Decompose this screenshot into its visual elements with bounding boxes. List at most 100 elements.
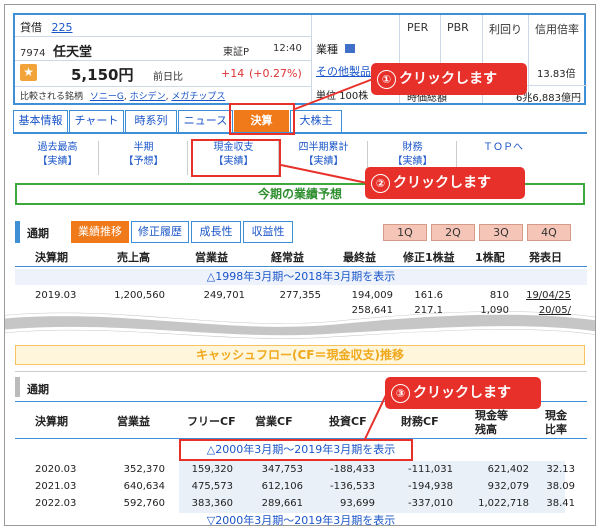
subtab-half-year[interactable]: 半期 【予想】 bbox=[100, 141, 188, 175]
tab-shareholders[interactable]: 大株主 bbox=[290, 110, 342, 132]
callout-3-text: クリックします bbox=[413, 385, 511, 401]
cf-row2-op: 640,634 bbox=[123, 481, 165, 492]
subtab-financial[interactable]: 財務 【実績】 bbox=[369, 141, 457, 175]
section2-marker bbox=[15, 377, 20, 397]
per-label: PER bbox=[407, 21, 429, 34]
cell-date[interactable]: 19/04/25 bbox=[526, 290, 571, 301]
per-col: PER bbox=[401, 15, 441, 103]
btn-revision[interactable]: 修正履歴 bbox=[131, 221, 189, 243]
cf-row1-op: 352,370 bbox=[123, 464, 165, 475]
cf-col-icf: 投資CF bbox=[329, 415, 367, 428]
cf-col-cash-2: 残高 bbox=[475, 423, 497, 436]
col-date: 発表日 bbox=[529, 251, 562, 264]
screenshot-frame: 貸借 225 7974 任天堂 東証P 12:40 ★ 5,150円 前日比 +… bbox=[4, 4, 596, 526]
subtab-quarterly[interactable]: 四半期累計 【実績】 bbox=[280, 141, 368, 175]
btn-3q[interactable]: 3Q bbox=[479, 224, 523, 241]
show-range-link[interactable]: △1998年3月期～2018年3月期を表示 bbox=[15, 269, 587, 285]
btn-growth[interactable]: 成長性 bbox=[191, 221, 241, 243]
tab-timeseries[interactable]: 時系列 bbox=[125, 110, 177, 132]
cf-row2-fcf: 475,573 bbox=[191, 481, 233, 492]
cf-show-range-bottom-link[interactable]: ▽2000年3月期～2019年3月期を表示 bbox=[15, 513, 587, 525]
cf-row2-cash: 932,079 bbox=[487, 481, 529, 492]
cf-row2-icf: -136,533 bbox=[330, 481, 375, 492]
btn-performance[interactable]: 業績推移 bbox=[71, 221, 129, 243]
tab-underline bbox=[13, 132, 587, 134]
tab-basic-info[interactable]: 基本情報 bbox=[13, 110, 68, 132]
compare-link-3[interactable]: メガチップス bbox=[171, 92, 226, 102]
cf-row3-ocf: 289,661 bbox=[261, 498, 303, 509]
callout-2-text: クリックします bbox=[393, 175, 491, 191]
quote-time: 12:40 bbox=[273, 43, 302, 54]
compare-link-2[interactable]: ホシデン bbox=[129, 92, 166, 102]
stock-price: 5,150円 bbox=[71, 66, 134, 84]
compare-row: 比較される銘柄 ソニーG, ホシデン, メガチップス bbox=[20, 92, 226, 102]
market-label: 東証P bbox=[223, 47, 250, 58]
col-div: 1株配 bbox=[475, 251, 505, 264]
cf-row3-period: 2022.03 bbox=[35, 498, 77, 509]
btn-2q[interactable]: 2Q bbox=[431, 224, 475, 241]
callout-1: ① クリックします bbox=[371, 63, 527, 95]
industry-label: 業種 bbox=[316, 41, 355, 57]
star-icon[interactable]: ★ bbox=[20, 64, 37, 81]
highlight-cashflow-subtab bbox=[191, 139, 281, 177]
cell-date-2[interactable]: 20/05/ bbox=[538, 305, 571, 316]
cf-row3-icf: 93,699 bbox=[340, 498, 375, 509]
compare-link-1[interactable]: ソニーG bbox=[89, 92, 124, 102]
col-ord: 経常益 bbox=[271, 251, 304, 264]
industry-link[interactable]: その他製品 bbox=[316, 65, 371, 78]
cf-col-ratio-2: 比率 bbox=[545, 423, 567, 436]
credit-row: 貸借 225 bbox=[15, 15, 311, 37]
cf-row1-fcf: 159,320 bbox=[191, 464, 233, 475]
callout-2-num: ② bbox=[371, 173, 390, 193]
name-row: 7974 任天堂 東証P 12:40 bbox=[15, 37, 311, 61]
cf-show-range-link[interactable]: △2000年3月期～2019年3月期を表示 bbox=[15, 442, 587, 458]
btn-4q[interactable]: 4Q bbox=[527, 224, 571, 241]
cf-row2-ocf: 612,106 bbox=[261, 481, 303, 492]
credit-label: 貸借 bbox=[20, 21, 42, 34]
cf-row3-cash: 1,022,718 bbox=[478, 498, 529, 509]
prev-day-label: 前日比 bbox=[153, 72, 183, 83]
cf-top-line bbox=[15, 401, 587, 402]
col-eps: 修正1株益 bbox=[403, 251, 455, 264]
callout-3-num: ③ bbox=[391, 383, 410, 403]
subtab-record-high[interactable]: 過去最高 【実績】 bbox=[17, 141, 99, 175]
col-period: 決算期 bbox=[35, 251, 68, 264]
cf-row1-cash: 621,402 bbox=[487, 464, 529, 475]
cf-header-line bbox=[15, 438, 587, 439]
mcap-value: 6兆6,883億円 bbox=[516, 93, 581, 104]
forecast-title: 今期の業績予想 bbox=[15, 183, 585, 205]
industry-icon bbox=[344, 44, 355, 53]
section-marker bbox=[15, 221, 20, 243]
cf-row3-fin: -337,010 bbox=[408, 498, 453, 509]
tab-earnings[interactable]: 決算 bbox=[234, 110, 289, 132]
btn-1q[interactable]: 1Q bbox=[383, 224, 427, 241]
cf-row3-op: 592,760 bbox=[123, 498, 165, 509]
pbr-label: PBR bbox=[447, 21, 469, 34]
margin-label: 信用倍率 bbox=[535, 23, 579, 36]
section1-label: 通期 bbox=[27, 227, 49, 240]
cf-col-fcf: フリーCF bbox=[187, 415, 236, 428]
margin-value: 13.83倍 bbox=[537, 69, 576, 80]
callout-2: ② クリックします bbox=[365, 167, 525, 199]
cf-col-cash-1: 現金等 bbox=[475, 409, 508, 422]
cell-div: 810 bbox=[489, 290, 509, 301]
margin-col: 信用倍率 13.83倍 bbox=[529, 15, 585, 103]
subtab-top[interactable]: ＴＯＰへ bbox=[483, 142, 523, 153]
tab-news[interactable]: ニュース bbox=[178, 110, 233, 132]
cf-title: キャッシュフロー(CF＝現金収支)推移 bbox=[15, 345, 585, 365]
highlight-earnings-tab bbox=[229, 103, 295, 135]
cf-divider bbox=[15, 371, 587, 372]
col-op: 営業益 bbox=[195, 251, 228, 264]
cf-row1-ocf: 347,753 bbox=[261, 464, 303, 475]
btn-profitability[interactable]: 収益性 bbox=[243, 221, 293, 243]
header-line bbox=[15, 266, 587, 267]
pbr-col: PBR bbox=[441, 15, 483, 103]
tab-chart[interactable]: チャート bbox=[69, 110, 124, 132]
subtab-cashflow[interactable]: 現金収支 【実績】 bbox=[189, 141, 279, 175]
quote-divider bbox=[311, 15, 312, 103]
cell-sales: 1,200,560 bbox=[114, 290, 165, 301]
credit-num-link[interactable]: 225 bbox=[51, 21, 73, 34]
cf-col-ocf: 営業CF bbox=[255, 415, 293, 428]
cf-row1-ratio: 32.13 bbox=[546, 464, 575, 475]
compare-label: 比較される銘柄 bbox=[20, 92, 84, 102]
